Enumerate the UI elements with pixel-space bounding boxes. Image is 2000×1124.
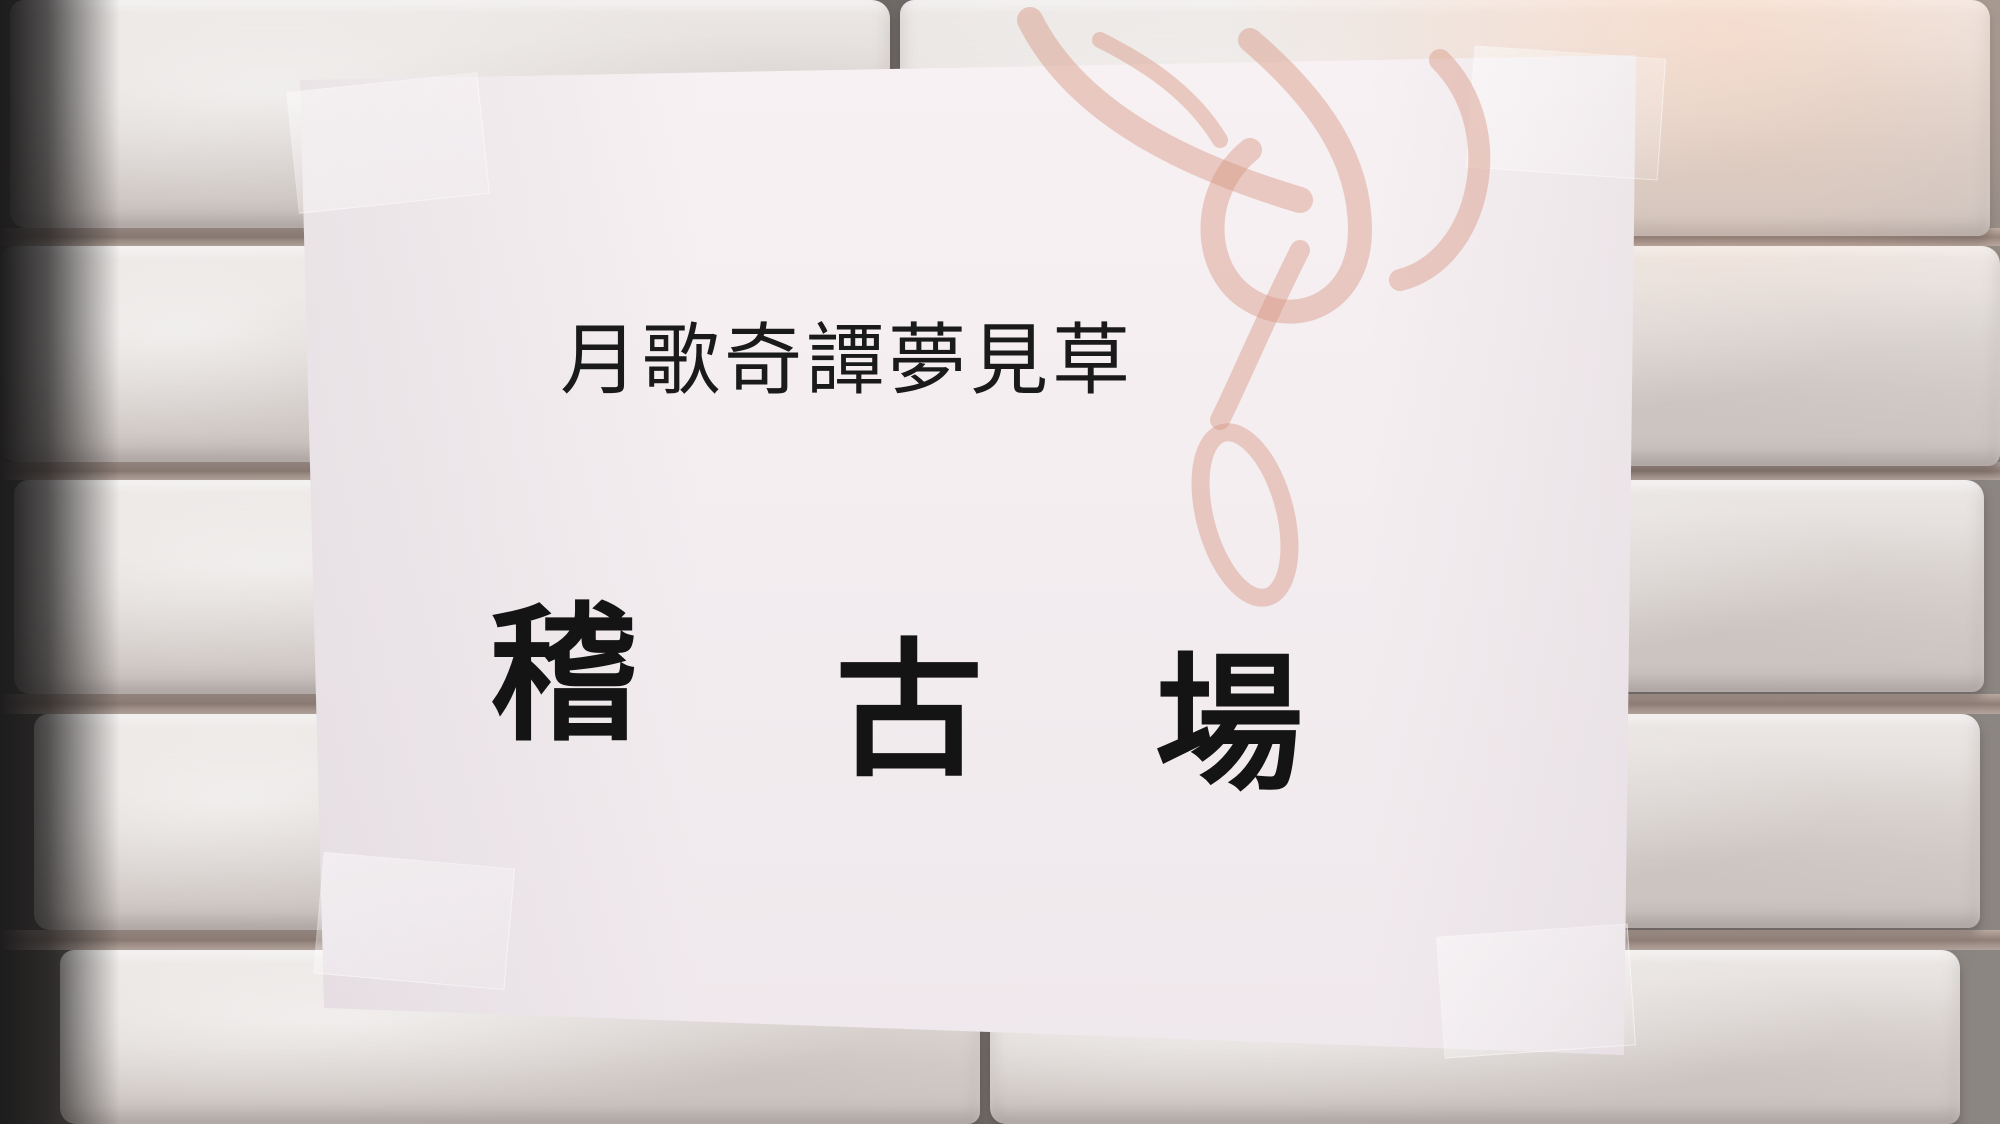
sign-heading-char-1: 稽 xyxy=(490,587,638,761)
tape-top-right xyxy=(1465,45,1667,181)
sign-heading-char-2: 古 xyxy=(835,623,983,797)
tape-top-left xyxy=(286,72,490,214)
tape-bottom-left xyxy=(313,851,515,991)
sign-subtitle: 月歌奇譚夢見草 xyxy=(560,316,1135,406)
tape-bottom-right xyxy=(1435,923,1637,1059)
left-shadow xyxy=(0,0,120,1124)
sign-heading-char-3: 場 xyxy=(1155,637,1303,811)
